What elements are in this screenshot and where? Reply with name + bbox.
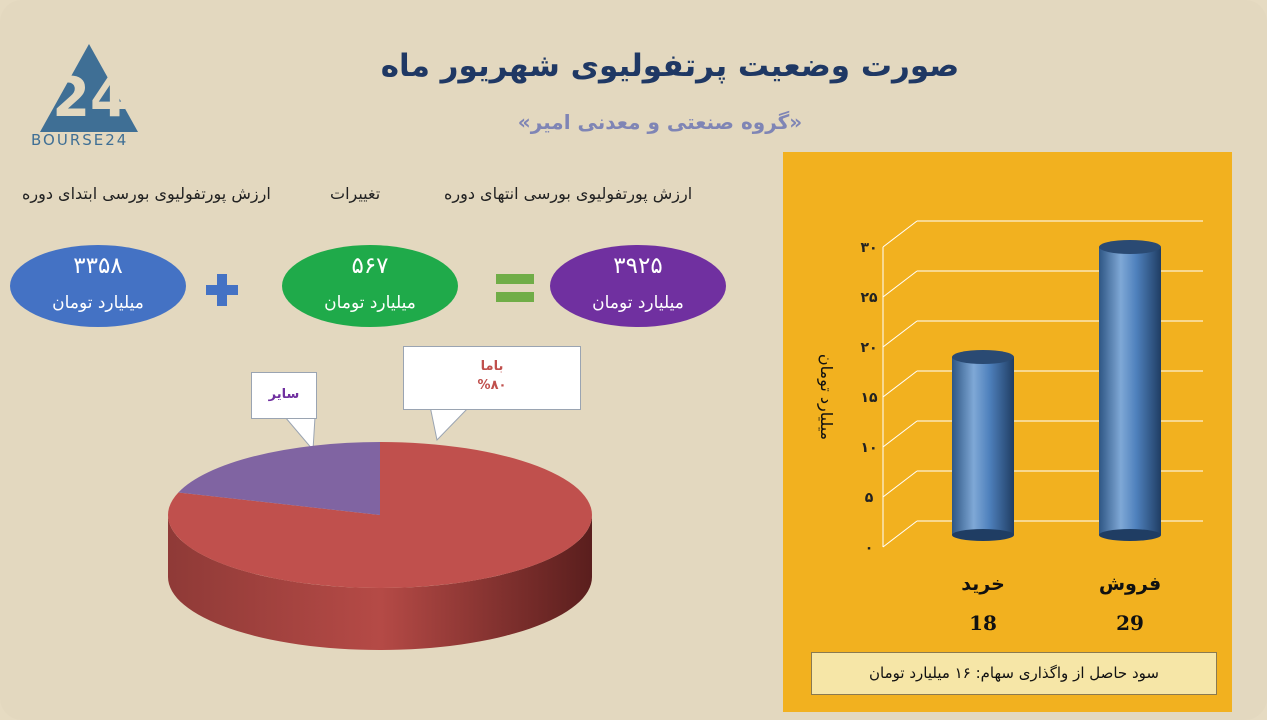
bar-top-1 (1099, 240, 1161, 254)
plus-icon (206, 274, 238, 306)
grid-slant (882, 520, 918, 548)
category-label: فروش (1099, 573, 1161, 595)
bourse24-logo: 24 (40, 44, 138, 132)
category-label: خرید (961, 573, 1005, 595)
page-subtitle: «گروه صنعتی و معدنی امیر» (517, 110, 803, 134)
end-value-number: ۳۹۲۵ (613, 253, 663, 279)
grid-slant (882, 320, 918, 348)
logo-text: BOURSE24 (31, 131, 129, 149)
callout-other: سایر (251, 372, 317, 419)
y-tick-label: ۲۵ (860, 290, 878, 306)
y-tick-label: ۳۰ (860, 240, 877, 256)
change-value-number: ۵۶۷ (351, 253, 389, 279)
y-tick-label: ۱۰ (860, 440, 877, 456)
bar-value-label: 18 (969, 611, 997, 635)
bar-base-0 (952, 529, 1014, 541)
pie-slice-0 (167, 442, 593, 588)
start-value-unit: میلیارد تومان (52, 293, 144, 313)
grid-slant (882, 420, 918, 448)
change-value-ellipse: ۵۶۷ میلیارد تومان (282, 245, 458, 327)
header-changes: تغییرات (330, 184, 381, 203)
start-value-ellipse: ۳۳۵۸ میلیارد تومان (10, 245, 186, 327)
grid-slant (882, 270, 918, 298)
bar-value-label: 29 (1116, 611, 1144, 635)
bar-top-0 (952, 350, 1014, 364)
y-tick-label: ۵ (865, 490, 874, 506)
y-tick-label: ۲۰ (860, 340, 877, 356)
y-tick-label: ۱۵ (860, 390, 878, 406)
end-value-unit: میلیارد تومان (592, 293, 684, 313)
callout-other-label: سایر (268, 387, 300, 402)
end-value-ellipse: ۳۹۲۵ میلیارد تومان (550, 245, 726, 327)
bar-0 (952, 357, 1014, 535)
grid-slant (882, 220, 918, 248)
pie-slice-1 (178, 442, 380, 515)
profit-label: سود حاصل از واگذاری سهام: (975, 664, 1159, 682)
profit-unit: میلیارد تومان (869, 664, 950, 682)
callout-bama-value: %۸۰ (477, 378, 507, 393)
profit-summary-box: سود حاصل از واگذاری سهام: ۱۶ میلیارد توم… (811, 652, 1217, 695)
bar-1 (1099, 247, 1161, 535)
page-title: صورت وضعیت پرتفولیوی شهریور ماه (380, 48, 960, 84)
equals-icon (496, 274, 534, 302)
sales-purchase-panel: ۰ ۵ ۱۰ ۱۵ ۲۰ ۲۵ ۳۰ میلیارد تومان خرید 18 فروش 29 (783, 152, 1232, 712)
change-value-unit: میلیارد تومان (324, 293, 416, 313)
portfolio-pie-chart (167, 442, 593, 650)
y-tick-label: ۰ (865, 540, 874, 556)
start-value-number: ۳۳۵۸ (73, 253, 123, 279)
logo-mark: 24 (52, 66, 127, 129)
profit-value: ۱۶ (954, 664, 971, 682)
grid-slant (882, 470, 918, 498)
bar-base-1 (1099, 529, 1161, 541)
buy-sell-bar-chart: ۰ ۵ ۱۰ ۱۵ ۲۰ ۲۵ ۳۰ میلیارد تومان خرید 18 فروش 29 (816, 220, 1203, 635)
callout-bama: باما %۸۰ (403, 346, 581, 410)
header-start-value: ارزش پورتفولیوی بورسی ابتدای دوره (22, 184, 271, 203)
callout-bama-label: باما (480, 359, 504, 374)
pie-side-wall (168, 515, 592, 650)
grid-slant (882, 370, 918, 398)
header-end-value: ارزش پورتفولیوی بورسی انتهای دوره (444, 184, 693, 203)
y-axis-label: میلیارد تومان (816, 354, 836, 440)
